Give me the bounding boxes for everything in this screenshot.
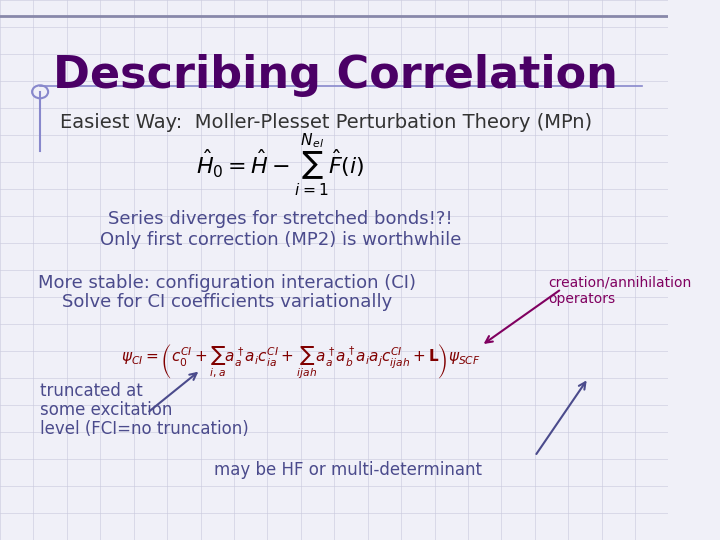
Text: $\psi_{CI} = \left( c_0^{CI} + \sum_{i,a} a_a^\dagger a_i c_{ia}^{CI} + \sum_{ij: $\psi_{CI} = \left( c_0^{CI} + \sum_{i,a… [121, 342, 481, 381]
Text: $\hat{H}_0 = \hat{H} - \sum_{i=1}^{N_{el}} \hat{F}(i)$: $\hat{H}_0 = \hat{H} - \sum_{i=1}^{N_{el… [197, 131, 365, 198]
Text: Describing Correlation: Describing Correlation [53, 54, 618, 97]
Text: may be HF or multi-determinant: may be HF or multi-determinant [214, 461, 482, 479]
Text: some excitation: some excitation [40, 401, 173, 420]
Text: Series diverges for stretched bonds!?!: Series diverges for stretched bonds!?! [109, 210, 453, 228]
Text: More stable: configuration interaction (CI): More stable: configuration interaction (… [38, 274, 416, 293]
Text: level (FCI=no truncation): level (FCI=no truncation) [40, 420, 249, 438]
Text: truncated at: truncated at [40, 382, 143, 401]
Text: Solve for CI coefficients variationally: Solve for CI coefficients variationally [62, 293, 392, 312]
Text: Easiest Way:  Moller-Plesset Perturbation Theory (MPn): Easiest Way: Moller-Plesset Perturbation… [60, 113, 593, 132]
Text: Only first correction (MP2) is worthwhile: Only first correction (MP2) is worthwhil… [100, 231, 462, 249]
Text: creation/annihilation
operators: creation/annihilation operators [548, 275, 691, 306]
